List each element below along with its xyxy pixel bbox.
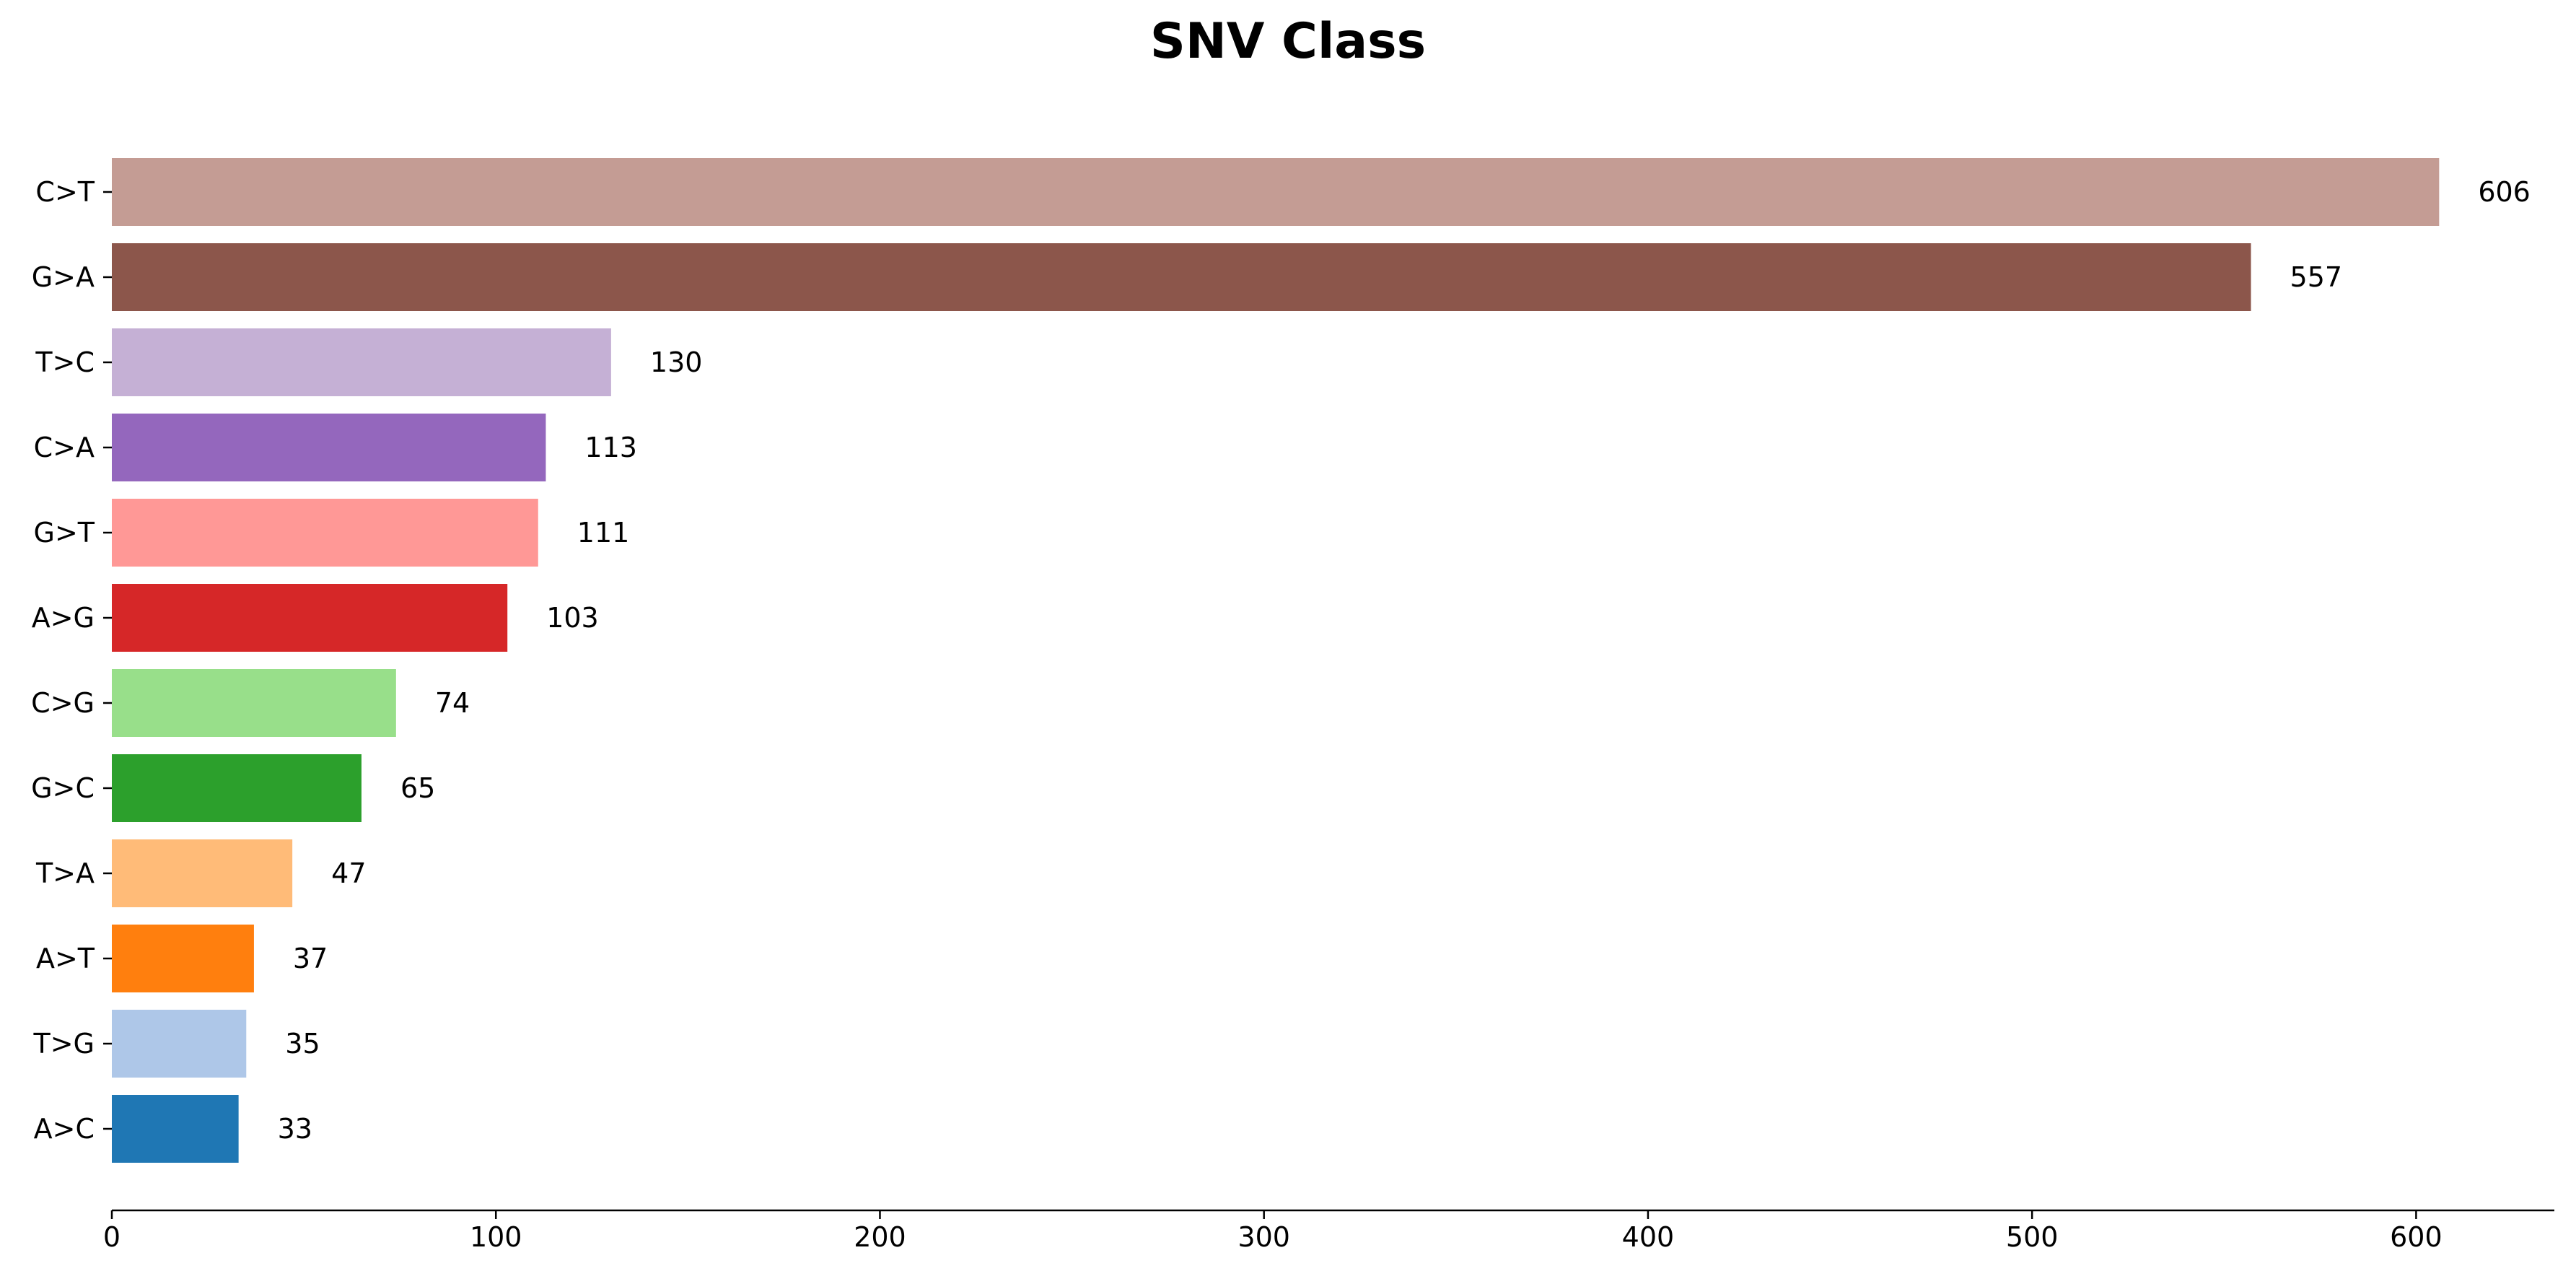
x-tick-label: 300 xyxy=(1237,1221,1290,1253)
bar-C-to-T xyxy=(112,158,2440,226)
y-tick-label: T>C xyxy=(35,346,95,378)
x-tick-label: 500 xyxy=(2006,1221,2059,1253)
bar-A-to-C xyxy=(112,1095,239,1163)
bar-T-to-C xyxy=(112,328,611,396)
x-tick-label: 0 xyxy=(103,1221,121,1253)
x-tick-label: 100 xyxy=(470,1221,522,1253)
y-tick-label: A>T xyxy=(36,943,95,974)
chart-title: SNV Class xyxy=(1149,13,1427,70)
x-tick-label: 400 xyxy=(1622,1221,1675,1253)
bar-C-to-G xyxy=(112,669,396,737)
value-label: 65 xyxy=(400,772,435,804)
y-axis: C>T G>A T>C C>A G>T A>G C>G G>C T>A A>T T>G A>C xyxy=(31,176,112,1145)
value-label: 35 xyxy=(285,1028,320,1060)
x-axis: 0 100 200 300 400 500 600 xyxy=(103,1209,2554,1253)
bar-T-to-A xyxy=(112,839,293,907)
bars-layer xyxy=(112,158,2440,1163)
y-tick-label: A>C xyxy=(34,1113,95,1145)
value-label: 113 xyxy=(584,432,637,463)
bar-C-to-A xyxy=(112,414,546,481)
y-tick-label: G>T xyxy=(34,517,95,549)
value-label: 111 xyxy=(577,517,630,549)
value-label: 37 xyxy=(293,943,328,974)
bar-G-to-C xyxy=(112,754,362,822)
y-tick-label: G>C xyxy=(31,772,95,804)
y-tick-label: T>A xyxy=(35,857,95,889)
x-tick-label: 200 xyxy=(854,1221,906,1253)
value-label: 74 xyxy=(435,687,470,719)
value-label: 33 xyxy=(278,1113,312,1145)
value-label: 47 xyxy=(331,857,366,889)
bar-A-to-G xyxy=(112,584,508,652)
y-tick-label: C>G xyxy=(31,687,95,719)
bar-T-to-G xyxy=(112,1010,247,1078)
y-tick-label: A>G xyxy=(32,602,95,634)
bar-G-to-T xyxy=(112,499,538,567)
y-tick-label: G>A xyxy=(32,261,95,293)
bar-A-to-T xyxy=(112,925,254,992)
y-tick-label: T>G xyxy=(33,1028,95,1060)
value-label: 130 xyxy=(650,346,703,378)
bar-G-to-A xyxy=(112,243,2251,311)
value-label: 606 xyxy=(2478,176,2531,208)
y-tick-label: C>A xyxy=(34,432,95,463)
y-tick-label: C>T xyxy=(35,176,95,208)
x-tick-label: 600 xyxy=(2390,1221,2443,1253)
value-label: 103 xyxy=(546,602,599,634)
value-label: 557 xyxy=(2290,261,2343,293)
value-labels-layer: 606 557 130 113 111 103 74 65 47 37 35 33 xyxy=(278,176,2531,1145)
